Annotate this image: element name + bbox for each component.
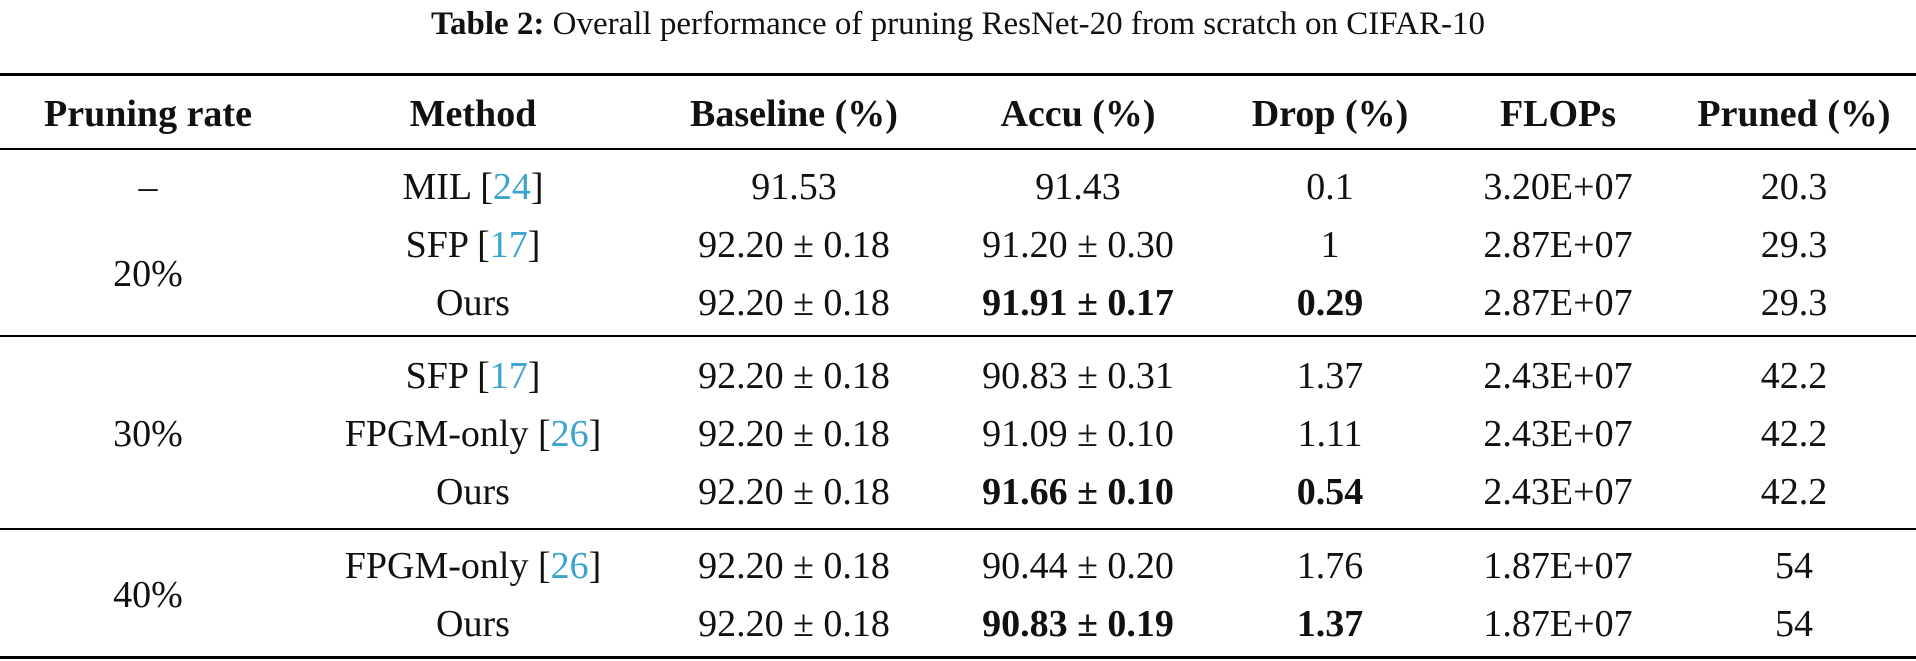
drop-cell: 1: [1320, 224, 1340, 266]
header-pruning-rate: Pruning rate: [44, 93, 252, 135]
drop-cell: 0.29: [1296, 282, 1364, 324]
baseline-cell: 92.20 ± 0.18: [698, 545, 890, 587]
caption-text: Overall performance of pruning ResNet-20…: [552, 6, 1485, 42]
method-name: FPGM-only: [344, 413, 529, 455]
pruned-cell: 54: [1775, 545, 1813, 587]
pruned-cell: 20.3: [1760, 166, 1828, 208]
header-pruned: Pruned (%): [1697, 93, 1891, 135]
method-cell: FPGM-only [26]: [344, 413, 602, 455]
baseline-cell: 92.20 ± 0.18: [698, 282, 890, 324]
header-rule: [0, 148, 1916, 150]
citation-link[interactable]: 26: [550, 413, 589, 455]
pruned-cell: 54: [1775, 603, 1813, 645]
baseline-cell: 92.20 ± 0.18: [698, 471, 890, 513]
flops-cell: 2.43E+07: [1483, 355, 1633, 397]
drop-cell: 1.37: [1296, 603, 1364, 645]
method-cell: Ours: [436, 280, 510, 326]
group-rule: [0, 335, 1916, 337]
pruned-cell: 29.3: [1760, 224, 1828, 266]
baseline-cell: 92.20 ± 0.18: [698, 224, 890, 266]
accu-cell: 91.20 ± 0.30: [982, 224, 1174, 266]
pruned-cell: 42.2: [1760, 355, 1828, 397]
citation-link[interactable]: 17: [489, 224, 528, 266]
flops-cell: 1.87E+07: [1483, 545, 1633, 587]
pruned-cell: 42.2: [1760, 413, 1828, 455]
flops-cell: 1.87E+07: [1483, 603, 1633, 645]
pruning-rate-cell: –: [138, 166, 158, 208]
pruned-cell: 42.2: [1760, 471, 1828, 513]
bottom-rule: [0, 656, 1916, 659]
drop-cell: 0.54: [1296, 471, 1364, 513]
top-rule: [0, 73, 1916, 76]
header-flops: FLOPs: [1499, 93, 1617, 135]
drop-cell: 1.76: [1296, 545, 1364, 587]
method-name: Ours: [436, 603, 510, 645]
citation-link[interactable]: 26: [550, 545, 589, 587]
baseline-cell: 92.20 ± 0.18: [698, 355, 890, 397]
accu-cell: 91.09 ± 0.10: [982, 413, 1174, 455]
table-caption: Table 2: Overall performance of pruning …: [0, 0, 1916, 44]
header-method: Method: [409, 93, 537, 135]
accu-cell: 90.83 ± 0.19: [982, 603, 1174, 645]
header-drop: Drop (%): [1251, 93, 1409, 135]
flops-cell: 2.43E+07: [1483, 471, 1633, 513]
method-name: SFP: [405, 355, 468, 397]
method-name: Ours: [436, 471, 510, 513]
accu-cell: 90.44 ± 0.20: [982, 545, 1174, 587]
accu-cell: 91.43: [1035, 166, 1121, 208]
drop-cell: 1.37: [1296, 355, 1364, 397]
flops-cell: 2.43E+07: [1483, 413, 1633, 455]
group-rule: [0, 528, 1916, 530]
accu-cell: 91.66 ± 0.10: [982, 471, 1174, 513]
method-cell: Ours: [436, 601, 510, 647]
pruning-rate-cell: 40%: [113, 574, 183, 616]
baseline-cell: 91.53: [751, 166, 837, 208]
method-cell: SFP [17]: [405, 355, 541, 397]
citation-link[interactable]: 24: [492, 166, 531, 208]
method-cell: SFP [17]: [405, 224, 541, 266]
method-name: SFP: [405, 224, 468, 266]
method-name: Ours: [436, 282, 510, 324]
method-cell: FPGM-only [26]: [344, 545, 602, 587]
citation-link[interactable]: 17: [489, 355, 528, 397]
method-name: MIL: [402, 166, 471, 208]
header-baseline: Baseline (%): [690, 93, 898, 135]
pruning-rate-cell: 20%: [113, 253, 183, 295]
pruning-rate-cell: 30%: [113, 413, 183, 455]
method-name: FPGM-only: [344, 545, 529, 587]
method-cell: MIL [24]: [402, 166, 544, 208]
drop-cell: 0.1: [1306, 166, 1354, 208]
caption-label: Table 2:: [431, 6, 545, 42]
drop-cell: 1.11: [1297, 413, 1363, 455]
baseline-cell: 92.20 ± 0.18: [698, 413, 890, 455]
header-accu: Accu (%): [1000, 93, 1156, 135]
baseline-cell: 92.20 ± 0.18: [698, 603, 890, 645]
flops-cell: 2.87E+07: [1483, 282, 1633, 324]
method-cell: Ours: [436, 469, 510, 515]
flops-cell: 2.87E+07: [1483, 224, 1633, 266]
pruned-cell: 29.3: [1760, 282, 1828, 324]
accu-cell: 91.91 ± 0.17: [982, 282, 1174, 324]
accu-cell: 90.83 ± 0.31: [982, 355, 1174, 397]
flops-cell: 3.20E+07: [1483, 166, 1633, 208]
